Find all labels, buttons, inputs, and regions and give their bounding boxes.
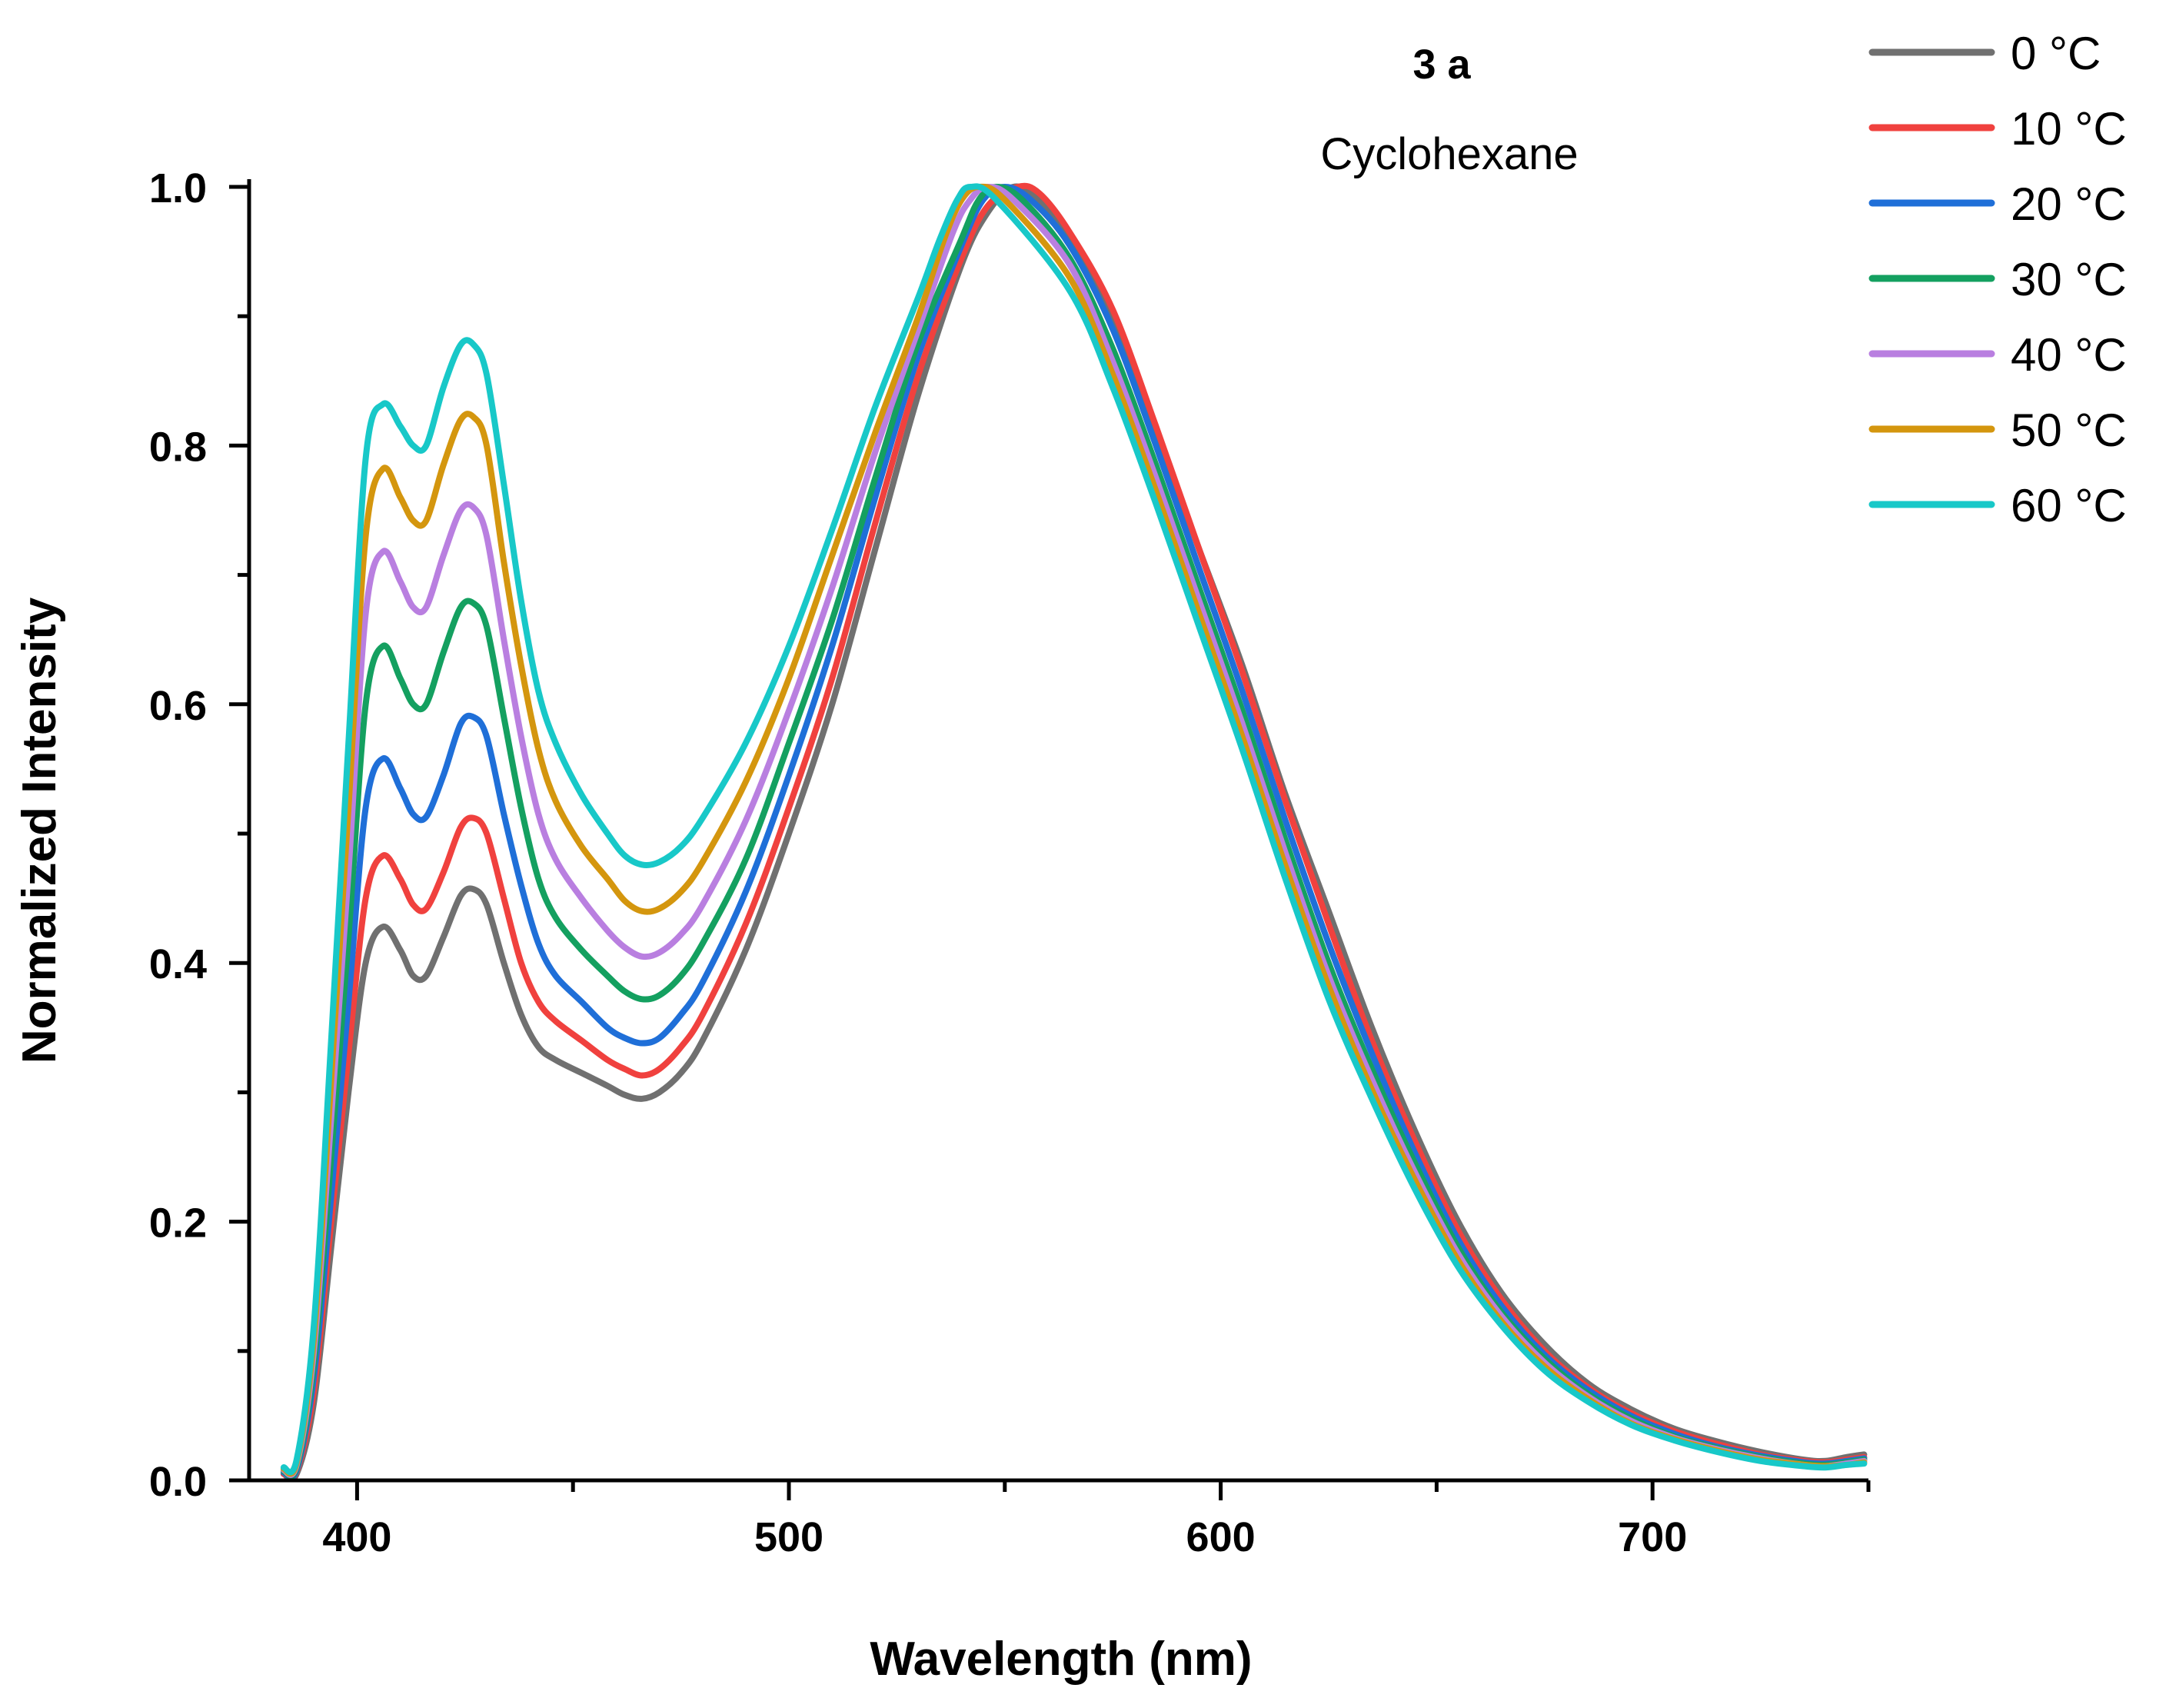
series-line-50c [280, 183, 1868, 1477]
legend-label: 30 °C [2011, 254, 2127, 305]
x-tick-label: 400 [322, 1514, 391, 1560]
legend-label: 40 °C [2011, 329, 2127, 381]
legend-label: 50 °C [2011, 405, 2127, 456]
y-tick-label: 0.2 [149, 1200, 207, 1247]
series-line-40c [280, 184, 1868, 1478]
legend-item: 40 °C [1868, 329, 2127, 381]
legend: 0 °C 10 °C 20 °C 30 °C 40 °C 50 °C 60 °C [1868, 28, 2127, 531]
x-tick-label: 600 [1186, 1514, 1256, 1560]
y-tick-label: 0.8 [149, 424, 207, 470]
x-tick-label: 700 [1618, 1514, 1687, 1560]
legend-item: 30 °C [1868, 254, 2127, 305]
series-line-60c [280, 183, 1868, 1476]
legend-label: 10 °C [2011, 103, 2127, 155]
y-tick-label: 0.4 [149, 941, 207, 987]
y-tick-label: 0.0 [149, 1459, 207, 1505]
legend-item: 20 °C [1868, 178, 2127, 230]
legend-item: 0 °C [1868, 28, 2101, 79]
series-line-20c [280, 184, 1868, 1481]
legend-item: 60 °C [1868, 480, 2127, 531]
series-line-0c [280, 183, 1868, 1483]
legend-item: 50 °C [1868, 405, 2127, 456]
y-axis-ticks: 0.0 0.2 0.4 0.6 0.8 1.0 [149, 165, 249, 1505]
series-lines [280, 182, 1868, 1483]
chart-title: 3 a [1412, 42, 1471, 88]
y-axis-title: Normalized Intensity [13, 597, 66, 1064]
x-axis-ticks: 400 500 600 700 [322, 1480, 1871, 1560]
legend-label: 20 °C [2011, 178, 2127, 230]
chart-subtitle: Cyclohexane [1320, 129, 1578, 179]
y-tick-label: 0.6 [149, 683, 207, 729]
legend-item: 10 °C [1868, 103, 2127, 155]
x-tick-label: 500 [754, 1514, 823, 1560]
legend-label: 0 °C [2011, 28, 2101, 79]
series-line-10c [280, 182, 1868, 1481]
y-tick-label: 1.0 [149, 165, 207, 211]
x-axis-title: Wavelength (nm) [870, 1633, 1252, 1686]
legend-label: 60 °C [2011, 480, 2127, 531]
